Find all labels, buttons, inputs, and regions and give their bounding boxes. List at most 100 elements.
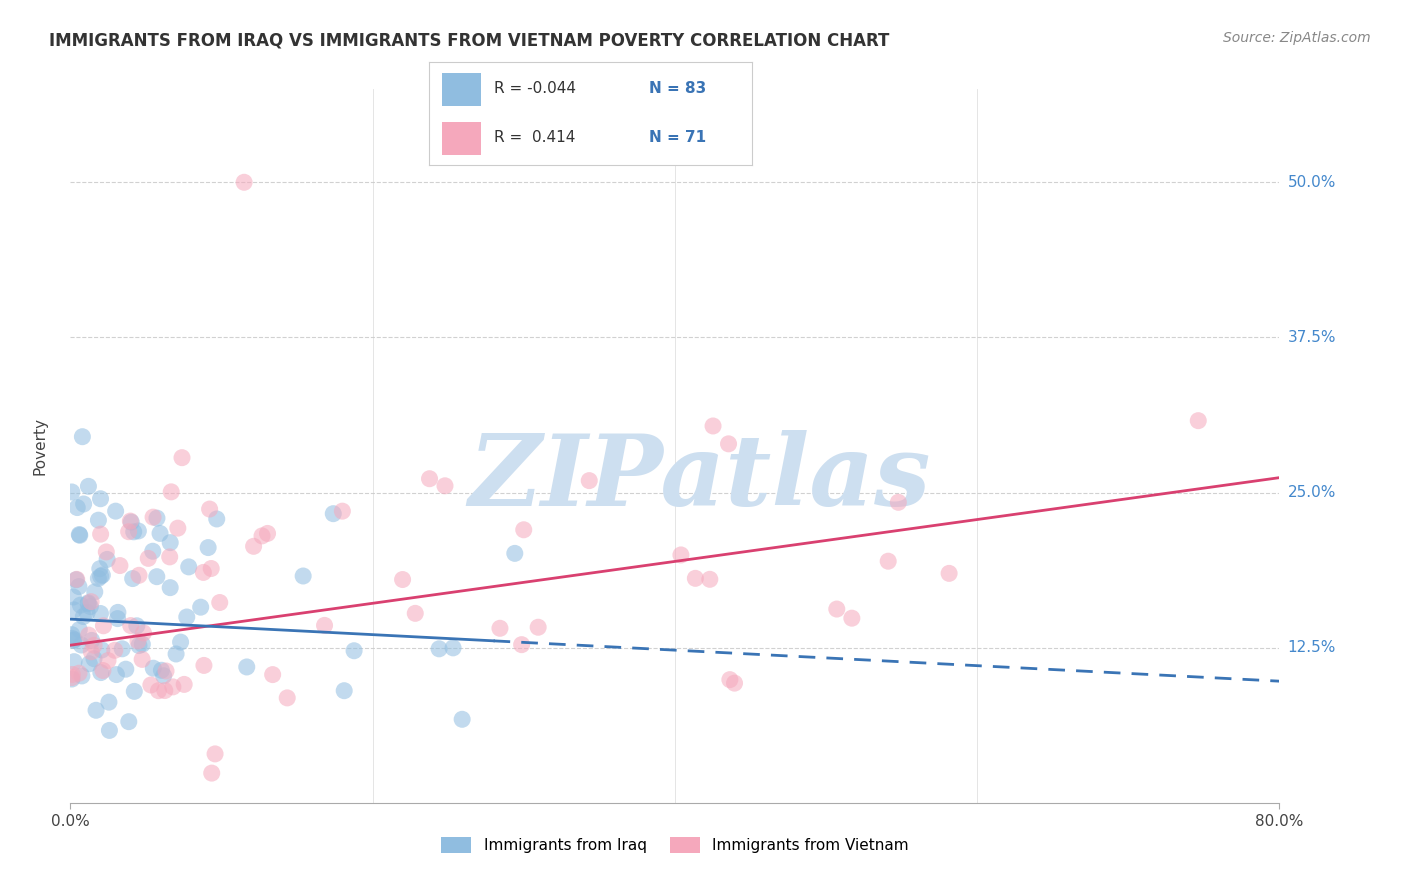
Point (250, 529, 273, 543)
Point (60, 627, 83, 641)
Point (160, 484, 183, 499)
Point (89, 562, 111, 576)
Point (77, 628, 100, 642)
Point (76, 606, 98, 620)
Point (80, 645, 103, 659)
Text: Poverty: Poverty (32, 417, 48, 475)
Point (62, 590, 84, 604)
Point (292, 569, 315, 583)
FancyBboxPatch shape (441, 73, 481, 105)
Point (236, 660, 259, 674)
Point (93, 619, 115, 633)
Point (128, 568, 150, 582)
Point (72, 497, 94, 511)
Point (146, 511, 169, 525)
Point (91, 568, 114, 582)
Point (65, 573, 87, 587)
Point (127, 634, 149, 648)
Point (146, 569, 169, 583)
Point (489, 621, 512, 635)
Point (205, 512, 228, 526)
Point (153, 683, 176, 698)
Point (433, 479, 456, 493)
FancyBboxPatch shape (441, 122, 481, 155)
Point (72, 430, 94, 444)
Point (80, 595, 103, 609)
Point (96, 552, 118, 566)
Point (825, 602, 848, 616)
Point (67, 623, 90, 637)
Point (105, 667, 128, 681)
Point (79, 657, 101, 671)
Point (322, 507, 344, 521)
Point (69, 528, 91, 542)
Point (120, 514, 142, 528)
Point (669, 548, 692, 562)
Point (84, 703, 107, 717)
Point (841, 611, 863, 625)
Point (332, 504, 354, 518)
Point (89, 607, 111, 621)
Point (165, 647, 187, 661)
Point (104, 504, 127, 518)
Point (90, 643, 112, 657)
Point (200, 561, 222, 575)
Point (131, 637, 153, 651)
Point (124, 684, 146, 698)
Point (128, 639, 150, 653)
Point (67, 527, 90, 541)
Point (723, 676, 745, 690)
Point (132, 626, 155, 640)
Point (77, 597, 100, 611)
Point (142, 544, 165, 558)
Point (391, 573, 413, 587)
Text: N = 71: N = 71 (648, 130, 706, 145)
Point (176, 610, 198, 624)
Point (343, 644, 366, 658)
Point (62, 633, 84, 648)
Point (120, 618, 142, 632)
Point (60, 632, 83, 646)
Legend: Immigrants from Iraq, Immigrants from Vietnam: Immigrants from Iraq, Immigrants from Vi… (434, 831, 915, 859)
Point (1187, 414, 1209, 428)
Point (887, 495, 910, 509)
Point (96, 545, 118, 559)
Point (70, 638, 93, 652)
Point (204, 747, 226, 761)
Point (122, 524, 145, 539)
Point (938, 566, 960, 581)
Point (718, 673, 741, 687)
Point (155, 664, 177, 678)
Point (63, 603, 86, 617)
Point (136, 551, 159, 566)
Point (190, 600, 212, 615)
Point (699, 572, 721, 586)
Point (63, 632, 86, 647)
Point (717, 437, 740, 451)
Point (80, 633, 103, 648)
Point (97, 653, 120, 667)
Text: Source: ZipAtlas.com: Source: ZipAtlas.com (1223, 31, 1371, 45)
Point (90, 491, 111, 506)
Point (139, 678, 162, 692)
Point (527, 620, 550, 634)
Text: N = 83: N = 83 (648, 81, 706, 96)
Point (177, 560, 200, 574)
Text: 37.5%: 37.5% (1288, 330, 1336, 345)
Point (60, 667, 83, 681)
Point (193, 566, 215, 580)
Point (72, 609, 94, 624)
Point (66, 572, 89, 586)
Text: 25.0%: 25.0% (1288, 485, 1336, 500)
Point (79, 599, 101, 614)
Point (159, 549, 181, 564)
Point (90, 527, 112, 541)
Point (193, 658, 215, 673)
Point (503, 546, 526, 560)
Point (114, 662, 136, 676)
Point (150, 663, 173, 677)
Point (159, 581, 181, 595)
Point (142, 510, 165, 524)
Point (67, 580, 90, 594)
Point (198, 502, 221, 516)
